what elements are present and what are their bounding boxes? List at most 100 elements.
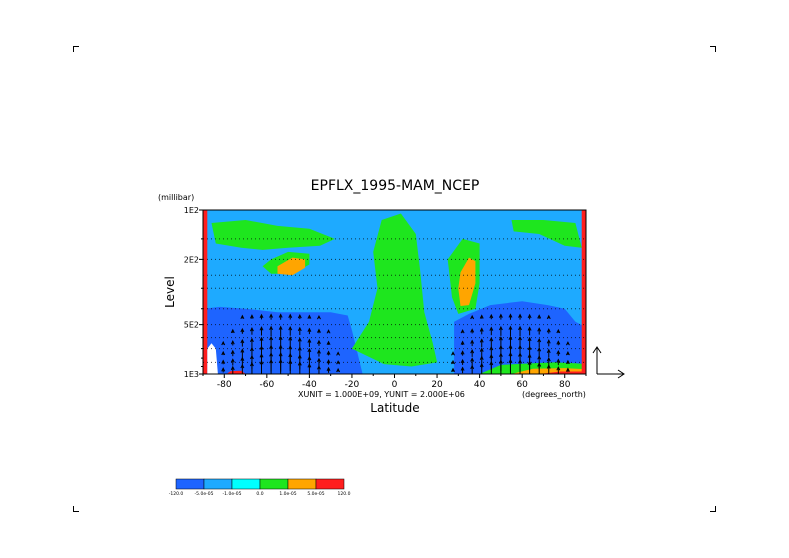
flux-vector-head — [537, 314, 542, 319]
flux-vector-head — [278, 335, 283, 341]
flux-vector-head — [537, 362, 542, 367]
flux-vector-head — [230, 328, 235, 334]
flux-vector-head — [470, 357, 475, 362]
flux-vector-head — [546, 364, 551, 369]
flux-vector-head — [498, 352, 503, 357]
flux-vector-head — [307, 327, 312, 332]
region-orange-south — [277, 257, 306, 276]
flux-vector-head — [565, 367, 570, 372]
flux-vector-head — [470, 364, 475, 370]
flux-vector-head — [489, 346, 494, 351]
region-red-surface-south — [226, 370, 246, 374]
flux-vector-head — [317, 349, 321, 354]
flux-vector-head — [546, 356, 551, 362]
flux-vector-head — [259, 326, 264, 331]
y-axis-label: Level — [163, 276, 177, 308]
flux-vector-head — [249, 346, 254, 352]
flux-vector-head — [527, 336, 532, 342]
region-red-surface — [539, 371, 586, 374]
flux-vector-head — [221, 350, 226, 356]
flux-vector-head — [546, 314, 551, 320]
flux-vector-head — [498, 325, 503, 331]
x-tick-label: 80 — [559, 380, 571, 390]
flux-vector-head — [221, 340, 226, 346]
flux-vector-head — [498, 359, 503, 364]
flux-vector-head — [269, 344, 274, 349]
flux-vector-head — [479, 338, 484, 343]
flux-vector-head — [278, 313, 283, 318]
colorbar-swatch — [287, 478, 317, 490]
colorbar-swatch — [315, 478, 345, 490]
flux-vector-head — [269, 325, 274, 331]
flux-vector-head — [297, 354, 302, 359]
flux-vector-head — [565, 359, 570, 365]
flux-vector-head — [451, 351, 455, 356]
flux-vector-head — [479, 314, 484, 319]
flux-vector-head — [297, 337, 302, 342]
flux-vector-head — [326, 366, 331, 372]
flux-vector-head — [221, 359, 226, 364]
region-green-equator — [351, 213, 438, 367]
flux-vector-head — [317, 328, 321, 333]
flux-vector-head — [317, 365, 321, 370]
flux-vector-head — [259, 353, 264, 358]
flux-vector-head — [527, 326, 532, 331]
flux-vector-head — [326, 329, 331, 334]
flux-vector-head — [556, 366, 561, 371]
flux-vector-head — [288, 336, 293, 341]
flux-vector-head — [307, 356, 312, 361]
flux-vector-head — [479, 347, 484, 352]
x-tick-label: 0 — [392, 380, 398, 390]
colorbar-swatch — [259, 478, 289, 490]
flux-vector-head — [278, 344, 283, 349]
flux-vector-head — [336, 360, 341, 365]
flux-vector-head — [470, 339, 475, 344]
flux-vector-head — [269, 358, 274, 364]
flux-vector-head — [537, 337, 542, 343]
flux-vector-head — [518, 325, 522, 331]
flux-vector-head — [451, 367, 455, 372]
flux-vector-head — [230, 340, 235, 345]
flux-vector-head — [326, 359, 331, 364]
colorbar-label: 5.0e-05 — [307, 491, 324, 497]
region-blue-south — [203, 306, 363, 374]
flux-vector-head — [317, 339, 321, 345]
x-tick-label: -80 — [217, 380, 232, 390]
flux-vector-head — [288, 352, 293, 358]
x-units-label: (degrees_north) — [522, 390, 586, 399]
flux-vector-head — [249, 326, 254, 332]
colorbar-swatch — [175, 478, 205, 490]
flux-vector-head — [470, 348, 475, 354]
flux-vector-head — [297, 314, 302, 319]
colorbar: -120.0 -5.0e-05 -1.0e-05 0.0 1.0e-05 5.0e-05 1… — [169, 478, 351, 497]
flux-vector-head — [297, 361, 302, 366]
crop-mark-bottom-left — [73, 506, 79, 512]
flux-vector-head — [498, 344, 503, 350]
flux-vector-head — [479, 355, 484, 360]
flux-vector-head — [307, 363, 312, 368]
flux-vector-head — [249, 337, 254, 343]
flux-vector-head — [326, 350, 331, 355]
chart-title: EPFLX_1995-MAM_NCEP — [311, 178, 480, 194]
flux-vector-head — [240, 314, 245, 320]
flux-vector-head — [269, 313, 274, 318]
x-tick-label: -60 — [259, 380, 274, 390]
colorbar-label: 1.0e-05 — [279, 491, 296, 497]
flux-vector-head — [470, 328, 475, 333]
flux-vector-head — [460, 358, 465, 364]
y-units-label: (millibar) — [158, 193, 194, 202]
flux-vector-head — [537, 327, 542, 332]
x-tick-label: -40 — [302, 380, 317, 390]
flux-vector-head — [518, 313, 522, 318]
flux-vector-head — [556, 328, 561, 334]
flux-vector-head — [336, 367, 341, 373]
flux-vector-head — [230, 349, 235, 355]
flux-vector-head — [508, 325, 513, 330]
flux-vector-head — [489, 353, 494, 359]
x-tick-label: -20 — [345, 380, 360, 390]
flux-vector-head — [460, 340, 465, 345]
y-tick-label: 1E3 — [184, 370, 199, 379]
flux-vector-head — [489, 313, 494, 319]
region-white-surface — [207, 343, 218, 374]
